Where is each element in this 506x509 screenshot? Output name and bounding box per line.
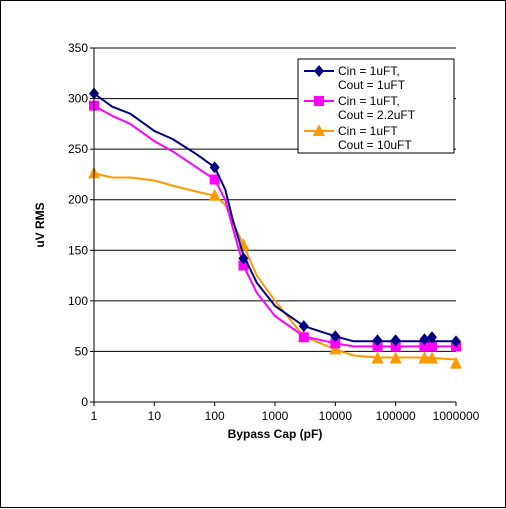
legend-label: Cout = 10uFT bbox=[338, 138, 412, 152]
x-tick-label: 1000000 bbox=[433, 409, 480, 423]
legend-label: Cin = 1uFT bbox=[338, 124, 398, 138]
data-point-square bbox=[419, 341, 430, 352]
data-point-square bbox=[330, 338, 341, 349]
x-tick-label: 100000 bbox=[376, 409, 416, 423]
series-diamond bbox=[89, 87, 461, 348]
data-point-square bbox=[372, 341, 383, 352]
axes bbox=[90, 47, 457, 406]
y-tick-label: 200 bbox=[68, 193, 88, 207]
legend-entry: Cin = 1uFT,Cout = 1uFT bbox=[304, 64, 406, 92]
legend-label: Cout = 1uFT bbox=[338, 78, 406, 92]
y-axis-title: uV RMS bbox=[33, 202, 47, 247]
data-point-square bbox=[209, 174, 220, 185]
data-point-diamond bbox=[390, 334, 401, 347]
data-point-diamond bbox=[298, 320, 309, 333]
y-tick-label: 50 bbox=[75, 344, 89, 358]
data-point-square bbox=[390, 341, 401, 352]
tick-labels: 0 50 100 150 200 250 300 350 1 10 100 1000 10000 1000… bbox=[68, 41, 480, 423]
data-point-triangle bbox=[418, 351, 431, 364]
x-tick-label: 10000 bbox=[319, 409, 353, 423]
data-point-diamond bbox=[314, 65, 324, 77]
y-tick-label: 300 bbox=[68, 92, 88, 106]
series-layer bbox=[88, 87, 462, 369]
x-tick-label: 1000 bbox=[262, 409, 289, 423]
data-point-diamond bbox=[372, 334, 383, 347]
data-point-triangle bbox=[371, 351, 384, 364]
series-square bbox=[89, 100, 461, 352]
legend-label: Cin = 1uFT, bbox=[338, 94, 400, 108]
data-point-square bbox=[238, 260, 249, 271]
data-point-diamond bbox=[451, 335, 461, 348]
data-point-square bbox=[298, 332, 309, 343]
data-point-triangle bbox=[329, 342, 342, 355]
data-point-triangle bbox=[450, 356, 462, 369]
data-point-square bbox=[426, 341, 437, 352]
y-tick-label: 350 bbox=[68, 41, 88, 55]
data-point-diamond bbox=[419, 333, 430, 346]
gridlines bbox=[94, 47, 456, 352]
x-tick-label: 10 bbox=[148, 409, 162, 423]
x-axis-title: Bypass Cap (pF) bbox=[228, 427, 323, 441]
y-tick-label: 0 bbox=[81, 395, 88, 409]
x-tick-label: 1 bbox=[91, 409, 98, 423]
data-point-triangle bbox=[425, 351, 438, 364]
y-tick-label: 150 bbox=[68, 243, 88, 257]
y-tick-label: 250 bbox=[68, 142, 88, 156]
data-point-triangle bbox=[389, 351, 402, 364]
y-tick-label: 100 bbox=[68, 294, 88, 308]
data-point-diamond bbox=[209, 161, 220, 174]
legend-label: Cin = 1uFT, bbox=[338, 64, 400, 78]
legend-entry: Cin = 1uFT,Cout = 2.2uFT bbox=[304, 94, 416, 122]
x-tick-label: 100 bbox=[205, 409, 225, 423]
data-point-triangle bbox=[313, 124, 325, 136]
legend-label: Cout = 2.2uFT bbox=[338, 108, 416, 122]
data-point-diamond bbox=[330, 330, 341, 343]
series-line bbox=[93, 172, 457, 361]
data-point-triangle bbox=[208, 188, 221, 201]
data-point-diamond bbox=[238, 252, 249, 265]
data-point-square bbox=[314, 96, 324, 106]
series-triangle bbox=[88, 166, 462, 369]
data-point-diamond bbox=[426, 331, 437, 344]
